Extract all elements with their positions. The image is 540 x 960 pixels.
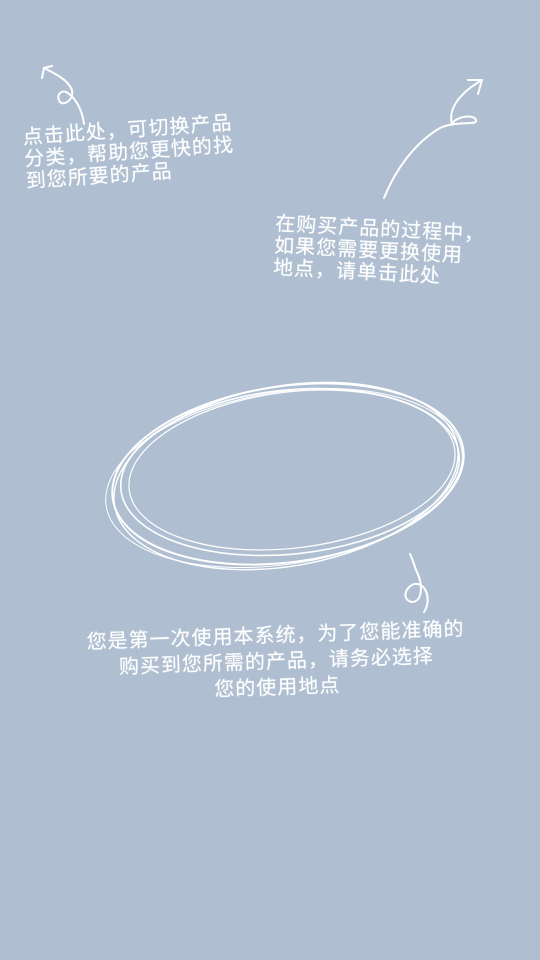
- squiggle-pointer-icon: [404, 553, 429, 613]
- location-switch-tip: 在购买产品的过程中， 如果您需要更换使用 地点，请单击此处: [272, 211, 485, 289]
- location-select-hotspot[interactable]: [110, 380, 470, 580]
- first-use-tip: 您是第一次使用本系统，为了您能准确的 购买到您所需的产品，请务必选择 您的使用地…: [40, 614, 512, 708]
- category-switch-hotspot[interactable]: [28, 55, 98, 115]
- arrow-up-left-icon: [41, 65, 85, 125]
- hand-drawn-circle-icon: [105, 381, 465, 571]
- arrow-up-right-icon: [383, 79, 483, 199]
- location-switch-hotspot[interactable]: [440, 70, 510, 135]
